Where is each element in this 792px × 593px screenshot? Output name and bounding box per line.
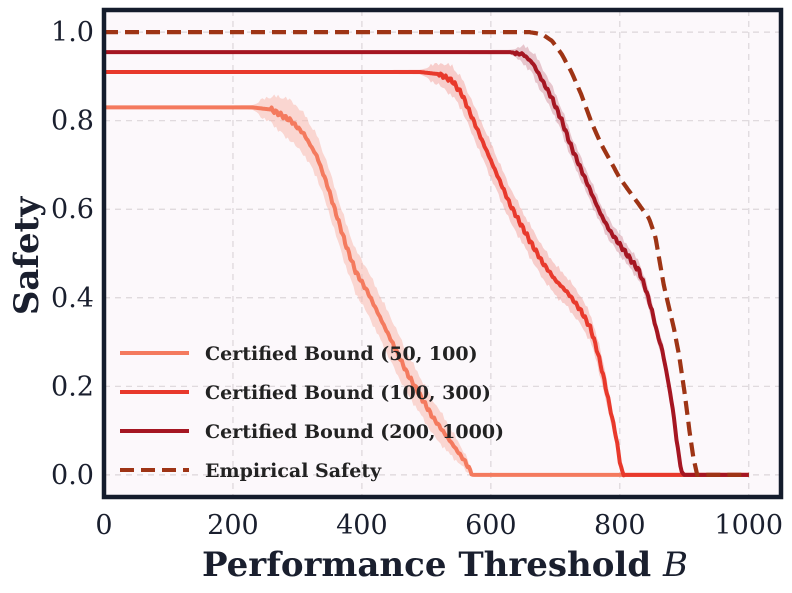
x-tick-label: 1000	[714, 510, 783, 541]
x-axis-title: Performance Threshold B	[202, 545, 688, 585]
series-line	[103, 50, 750, 477]
y-tick-label: 0.0	[51, 460, 94, 491]
series-lines	[103, 30, 750, 478]
plot-frame	[101, 7, 784, 500]
y-tick-label: 0.6	[51, 194, 94, 225]
legend-label: Certified Bound (100, 300)	[205, 382, 491, 404]
x-tick-label: 800	[594, 510, 646, 541]
x-tick-label: 600	[465, 510, 517, 541]
y-tick-labels: 0.0 0.2 0.4 0.6 0.8 1.0	[51, 17, 94, 491]
legend-label: Certified Bound (50, 100)	[205, 343, 478, 365]
y-tick-label: 0.8	[51, 106, 94, 137]
x-tick-labels: 0 200 400 600 800 1000	[95, 510, 783, 541]
legend: Certified Bound (50, 100) Certified Bound…	[120, 343, 504, 482]
y-axis-title: Safety	[7, 196, 47, 316]
y-tick-label: 0.4	[51, 283, 94, 314]
x-tick-label: 0	[95, 510, 112, 541]
y-tick-label: 1.0	[51, 17, 94, 48]
x-tick-label: 400	[336, 510, 388, 541]
series-line	[103, 70, 750, 478]
confidence-band	[107, 94, 472, 474]
x-tick-label: 200	[207, 510, 259, 541]
series-line	[103, 30, 750, 477]
legend-label: Empirical Safety	[205, 460, 382, 482]
legend-label: Certified Bound (200, 1000)	[205, 421, 504, 443]
y-tick-label: 0.2	[51, 371, 94, 402]
